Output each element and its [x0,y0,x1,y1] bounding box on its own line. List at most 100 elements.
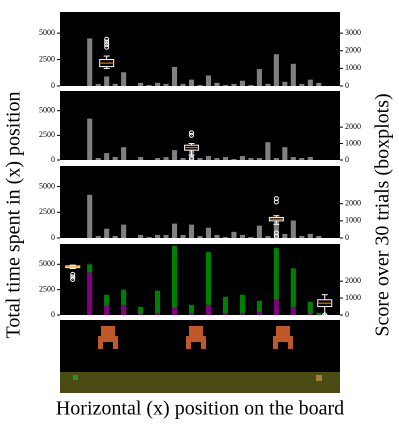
y2-tick-label: 1000 [345,63,361,72]
bar [273,299,279,315]
bar [307,79,313,86]
bar [163,234,169,238]
y2-tick-label: 1000 [345,293,361,302]
outlier [70,277,76,282]
outlier [273,196,279,202]
bar [87,118,93,160]
outlier [189,130,195,136]
bar [231,231,237,238]
bar [222,84,228,86]
y-tick-label: 5000 [39,106,55,115]
bar [214,234,220,238]
bar [155,290,161,313]
y-tick-label: 0 [51,81,55,90]
bar [282,233,288,238]
bar [222,157,228,160]
outlier [273,230,279,236]
bar [146,84,152,86]
y2-tick-label: 1000 [345,138,361,147]
bar [180,234,186,238]
bar [172,307,178,315]
bar [256,300,262,312]
outlier [104,36,110,42]
outlier [104,42,110,48]
bar [172,66,178,86]
bar [138,157,144,160]
bar [188,79,195,86]
y2-tick-label: 0 [345,310,349,319]
bar [112,83,118,86]
bar [172,246,178,308]
bar [265,235,271,238]
y-tick-label: 5000 [39,259,55,268]
bar [273,248,279,300]
bar [299,83,305,86]
bar [265,142,271,160]
bar [248,236,254,238]
bar [205,75,212,86]
y-axis-label: Total time spent in (x) position [3,92,25,339]
bar [239,156,245,160]
y2-tick-label: 0 [345,81,349,90]
bar [95,158,101,160]
y2-tick-label: 0 [345,233,349,242]
bar [239,294,245,313]
outlier [273,233,279,239]
bar [256,225,262,238]
y-tick-label: 5000 [39,28,55,37]
y2-tick-label: 2000 [345,276,361,285]
bar [87,264,93,273]
outlier [189,132,195,138]
y-tick-label: 0 [51,233,55,242]
bar [316,312,322,315]
bar [87,272,93,315]
y-tick-label: 0 [51,310,55,319]
bar [307,233,313,238]
bar [155,312,161,315]
bar [307,313,313,315]
bar [256,69,262,86]
bar [282,147,288,160]
bar [112,235,118,238]
bar [121,72,127,86]
game-aliens [98,326,293,349]
bar [239,234,245,238]
bar [197,235,203,238]
bar [121,147,127,160]
outlier [273,199,279,205]
bar [205,227,212,238]
bar [172,223,178,238]
outlier [70,271,76,277]
bar [95,83,101,86]
bar [180,83,186,86]
bar [239,312,245,315]
y2-tick-label: 3000 [345,28,361,37]
bar [104,294,110,306]
bar [273,54,279,86]
bar [104,228,110,238]
bar [155,234,161,238]
y2-tick-label: 2000 [345,122,361,131]
y-tick-label: 2500 [39,207,55,216]
bar [87,38,93,86]
bar [121,289,127,305]
y-tick-label: 5000 [39,181,55,190]
y-tick-label: 2500 [39,284,55,293]
bar [138,82,144,86]
bar [222,236,228,238]
bar [138,306,144,314]
bar [307,157,313,160]
outlier [189,155,195,161]
bar [197,158,203,160]
y2-tick-label: 2000 [345,199,361,208]
y-tick-label: 2500 [39,54,55,63]
bar [256,158,262,160]
bar [87,194,93,238]
bar [222,296,228,313]
outlier [104,39,110,45]
bar [104,153,110,160]
bar [316,82,322,86]
game-ground [60,372,340,393]
bar [256,311,262,315]
bar [316,235,322,238]
